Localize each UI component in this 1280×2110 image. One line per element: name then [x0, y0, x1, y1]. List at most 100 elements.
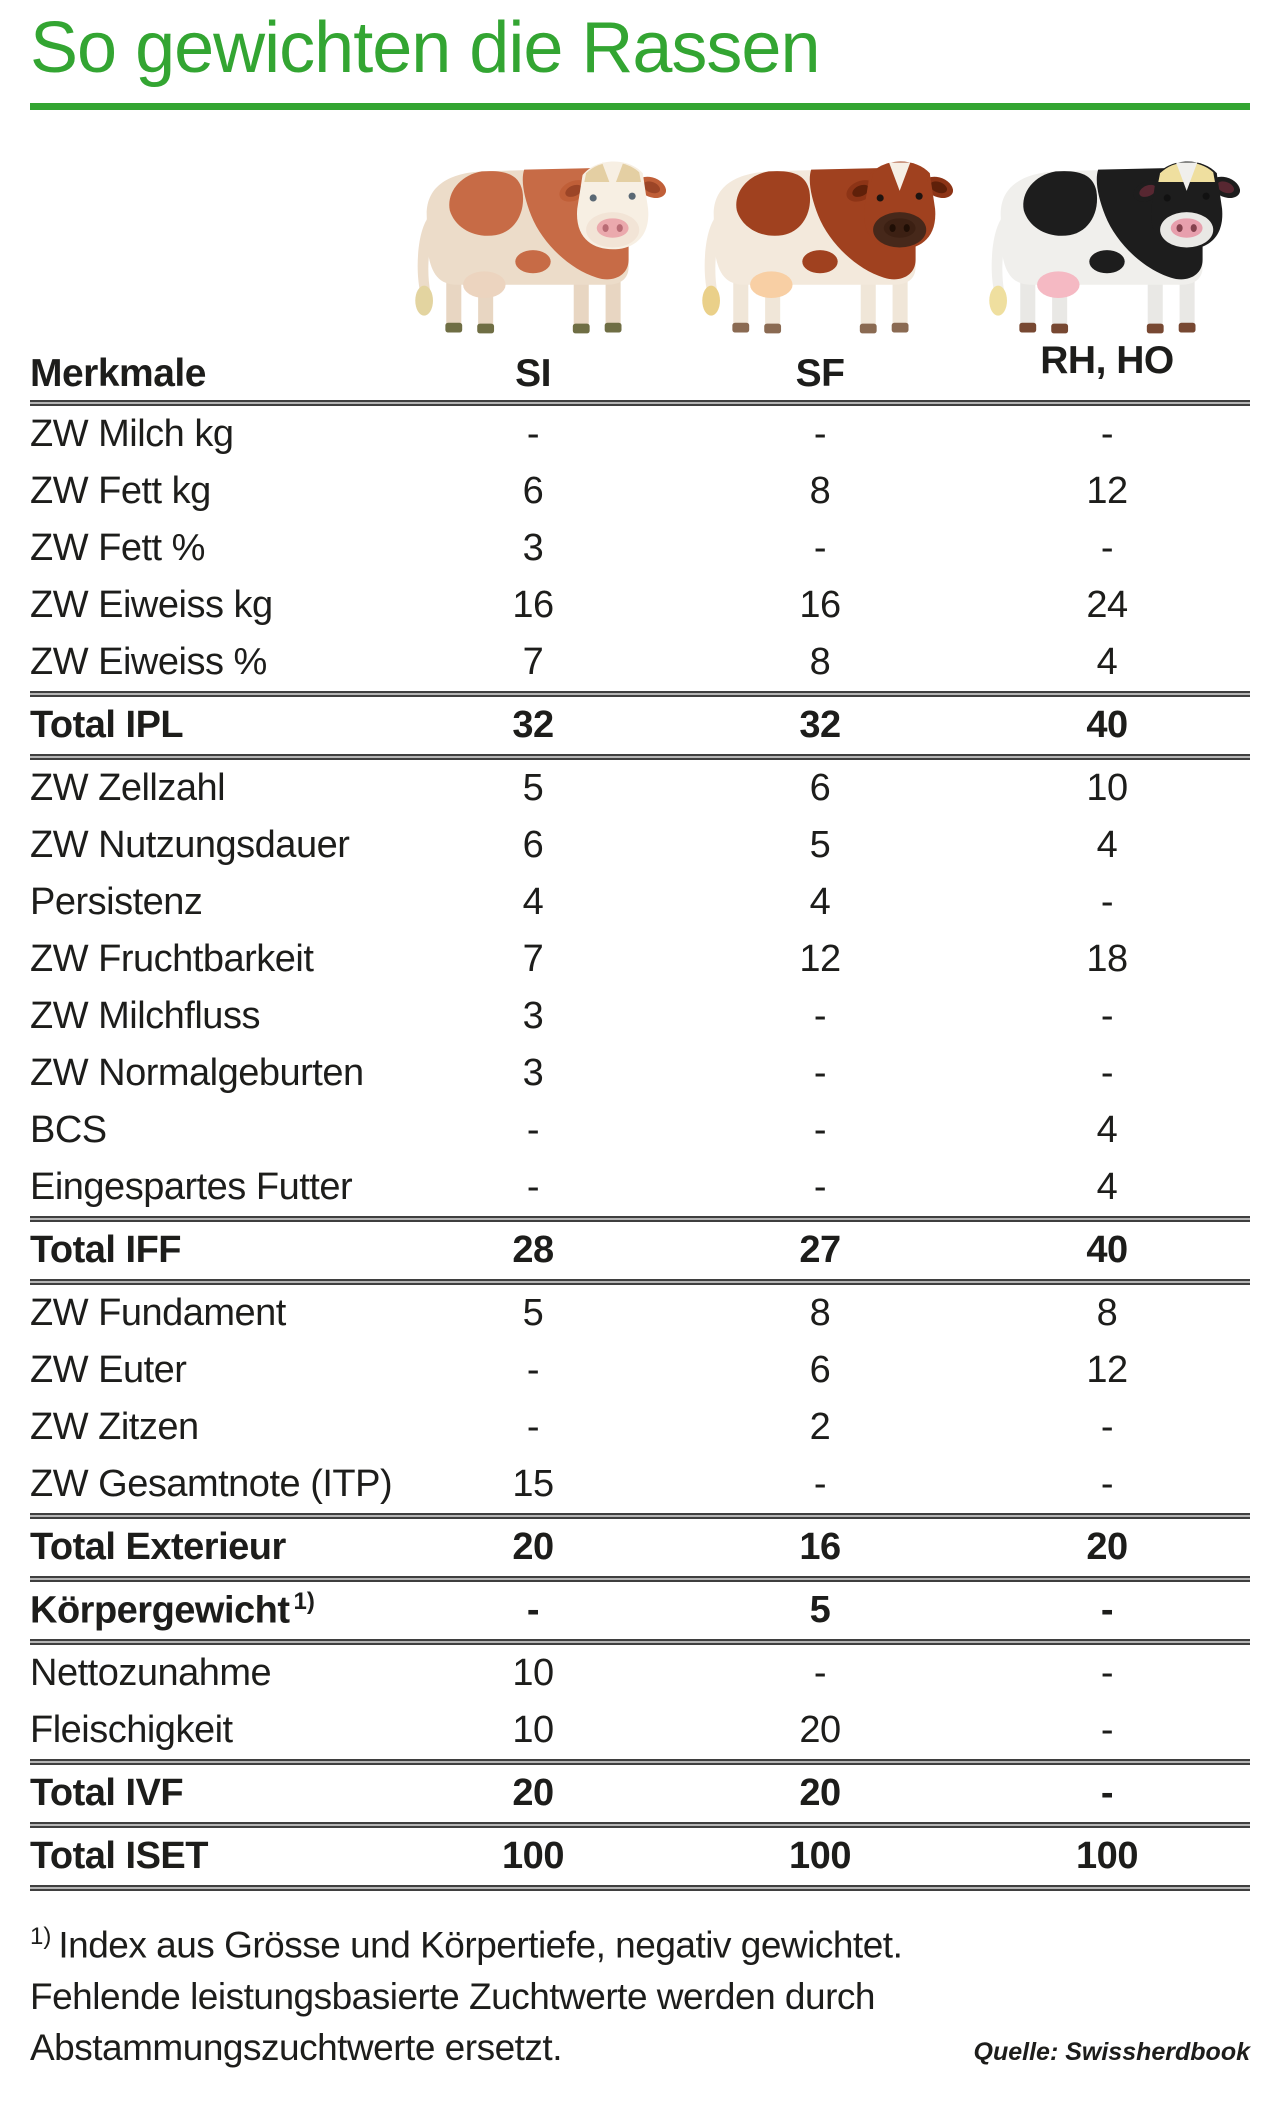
value-si: 4	[522, 881, 544, 924]
footnote-text: Abstammungszuchtwerte ersetzt.	[30, 2026, 563, 2068]
table-row: ZW Fundament 5 8 8	[30, 1285, 1250, 1342]
value-sf: -	[813, 1652, 827, 1695]
value-sf: -	[813, 1109, 827, 1152]
value-sf: 6	[809, 767, 831, 810]
row-label: ZW Euter	[30, 1349, 187, 1392]
table-row: ZW Nutzungsdauer 6 5 4	[30, 817, 1250, 874]
value-sf: 16	[799, 1526, 841, 1569]
value-sf: -	[813, 1052, 827, 1095]
value-sf: 20	[799, 1772, 841, 1815]
table-row: Persistenz 4 4 -	[30, 874, 1250, 931]
value-rh-ho: -	[1100, 413, 1114, 456]
value-si: 3	[522, 527, 544, 570]
section-divider	[30, 1576, 1250, 1583]
table-row: ZW Fett % 3 - -	[30, 520, 1250, 577]
row-label: ZW Gesamtnote (ITP)	[30, 1463, 393, 1506]
value-si: 5	[522, 1292, 544, 1335]
row-label: ZW Zellzahl	[30, 767, 226, 810]
value-rh-ho: -	[1100, 1463, 1114, 1506]
row-label: ZW Zitzen	[30, 1406, 199, 1449]
table-row-total: Total IPL 32 32 40	[30, 697, 1250, 754]
value-rh-ho: 4	[1096, 824, 1118, 867]
row-label: ZW Eiweiss %	[30, 641, 267, 684]
value-sf: 5	[809, 824, 831, 867]
value-si: -	[526, 1109, 540, 1152]
value-rh-ho: -	[1100, 1052, 1114, 1095]
table-row: ZW Euter - 6 12	[30, 1342, 1250, 1399]
value-sf: 2	[809, 1406, 831, 1449]
source-credit: Quelle: Swissherdbook	[973, 2037, 1250, 2066]
section-divider	[30, 1216, 1250, 1223]
section-divider	[30, 1513, 1250, 1520]
value-rh-ho: -	[1100, 1652, 1114, 1695]
row-label: BCS	[30, 1109, 107, 1152]
section-divider	[30, 754, 1250, 761]
value-rh-ho: 4	[1096, 641, 1118, 684]
table-row-total: Total Exterieur 20 16 20	[30, 1519, 1250, 1576]
value-si: 5	[522, 767, 544, 810]
value-si: 6	[522, 470, 544, 513]
value-si: 20	[512, 1772, 554, 1815]
row-label: ZW Eiweiss kg	[30, 584, 273, 627]
value-rh-ho: 12	[1086, 470, 1128, 513]
row-label: Persistenz	[30, 881, 203, 924]
row-label: Total IFF	[30, 1229, 182, 1272]
breed-illustrations-row	[30, 124, 1250, 344]
value-sf: -	[813, 527, 827, 570]
value-rh-ho: 12	[1086, 1349, 1128, 1392]
value-sf: -	[813, 1463, 827, 1506]
row-label: ZW Nutzungsdauer	[30, 824, 350, 867]
value-si: 20	[512, 1526, 554, 1569]
value-sf: 32	[799, 704, 841, 747]
table-row: Fleischigkeit 10 20 -	[30, 1702, 1250, 1759]
row-label: Total IVF	[30, 1772, 184, 1815]
value-rh-ho: 8	[1096, 1292, 1118, 1335]
holstein-cow-icon	[974, 136, 1240, 344]
row-label: Fleischigkeit	[30, 1709, 233, 1752]
value-si: -	[526, 1166, 540, 1209]
value-sf: -	[813, 995, 827, 1038]
row-label: Eingespartes Futter	[30, 1166, 353, 1209]
value-rh-ho: 10	[1086, 767, 1128, 810]
section-divider	[30, 1822, 1250, 1829]
row-label: ZW Fundament	[30, 1292, 286, 1335]
row-label: ZW Milchfluss	[30, 995, 260, 1038]
value-sf: 12	[799, 938, 841, 981]
column-header-si: SI	[515, 352, 551, 396]
breed-cell-rh-ho	[964, 136, 1250, 344]
table-row: ZW Zitzen - 2 -	[30, 1399, 1250, 1456]
value-si: 10	[512, 1652, 554, 1695]
value-si: 3	[522, 1052, 544, 1095]
row-label: ZW Fett kg	[30, 470, 211, 513]
value-rh-ho: 4	[1096, 1166, 1118, 1209]
table-row: ZW Fruchtbarkeit 7 12 18	[30, 931, 1250, 988]
value-rh-ho: -	[1100, 1709, 1114, 1752]
breed-cell-sf	[676, 136, 964, 344]
value-si: -	[526, 413, 540, 456]
value-si: 6	[522, 824, 544, 867]
value-si: 32	[512, 704, 554, 747]
value-rh-ho: -	[1100, 1406, 1114, 1449]
table-row: ZW Zellzahl 5 6 10	[30, 760, 1250, 817]
value-rh-ho: 24	[1086, 584, 1128, 627]
table-row-total: Total ISET 100 100 100	[30, 1828, 1250, 1885]
table-row: ZW Milch kg - - -	[30, 406, 1250, 463]
section-divider	[30, 1759, 1250, 1766]
section-divider	[30, 1885, 1250, 1892]
row-label: Nettozunahme	[30, 1652, 272, 1695]
red-fleckvieh-cow-icon	[687, 136, 953, 344]
row-label-text: Körpergewicht	[30, 1590, 290, 1633]
value-rh-ho: -	[1100, 881, 1114, 924]
value-rh-ho: -	[1100, 995, 1114, 1038]
footnote-text: Fehlende leistungsbasierte Zuchtwerte we…	[30, 1975, 876, 2017]
table-header-row: Merkmale SI SF RH, HO	[30, 339, 1250, 400]
page-title: So gewichten die Rassen	[30, 8, 821, 88]
value-rh-ho: -	[1100, 1772, 1114, 1815]
row-label: ZW Fett %	[30, 527, 205, 570]
row-label: ZW Fruchtbarkeit	[30, 938, 314, 981]
table-row: ZW Gesamtnote (ITP) 15 - -	[30, 1456, 1250, 1513]
value-si: -	[526, 1406, 540, 1449]
footnote-line: Fehlende leistungsbasierte Zuchtwerte we…	[30, 1971, 1250, 2022]
table-row: BCS - - 4	[30, 1102, 1250, 1159]
